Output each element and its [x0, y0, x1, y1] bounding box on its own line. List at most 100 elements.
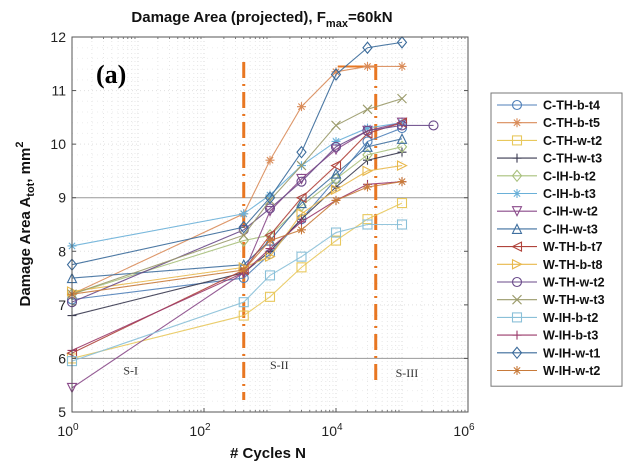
data-point [396, 140, 408, 154]
data-point [362, 214, 373, 225]
plot-frame [71, 36, 469, 413]
y-tick-label: 8 [58, 243, 66, 259]
data-point [239, 209, 249, 219]
legend-label: W-IH-b-t3 [543, 329, 598, 343]
data-point [238, 220, 249, 234]
data-point [331, 136, 341, 146]
legend-item: W-TH-b-t8 [497, 258, 602, 272]
data-point [238, 310, 249, 321]
data-point [265, 190, 275, 200]
grid [71, 36, 468, 413]
legend-item: W-IH-w-t1 [497, 346, 600, 360]
data-point [264, 291, 276, 302]
legend-marker [511, 206, 523, 217]
series-line [71, 41, 403, 266]
data-point [330, 184, 342, 196]
data-point [362, 136, 373, 147]
legend-item: C-IH-b-t2 [497, 169, 596, 183]
data-point [330, 141, 342, 152]
legend-marker [511, 223, 523, 234]
legend-marker [512, 294, 522, 305]
y-tick-label: 5 [58, 404, 66, 420]
data-point [428, 120, 439, 131]
data-point [265, 195, 275, 206]
y-label-suffix: , mm [17, 148, 34, 183]
data-point [264, 270, 276, 281]
x-tick-label: 100 [57, 422, 79, 439]
data-point [238, 230, 249, 241]
legend-item: W-IH-b-t3 [497, 329, 598, 343]
axis-ticks: 5 6 7 8 9 10 11 12 100 102 104 106 [50, 29, 475, 439]
legend-marker [512, 118, 522, 128]
legend-label: W-TH-w-t3 [543, 293, 605, 307]
y-tick-label: 11 [51, 83, 66, 99]
y-tick-label: 10 [50, 136, 66, 152]
legend-marker [511, 169, 523, 183]
series-w-th-w-t3 [67, 93, 407, 300]
data-point [396, 219, 408, 230]
data-point [296, 176, 307, 187]
data-point [331, 67, 341, 77]
data-point [330, 235, 342, 246]
series-line [71, 202, 403, 359]
data-point [264, 251, 276, 263]
legend-item: C-IH-w-t3 [497, 222, 598, 236]
legend-label: C-TH-b-t5 [543, 116, 600, 130]
y-label-main: Damage Area A [17, 197, 34, 307]
title-main: Damage Area (projected), F [131, 9, 326, 26]
legend-label: C-TH-b-t4 [543, 99, 600, 113]
legend-item: W-TH-w-t3 [497, 293, 605, 307]
data-point [296, 262, 307, 273]
legend-marker [511, 241, 523, 252]
data-point [362, 182, 372, 192]
series-c-th-w-t2 [66, 198, 408, 364]
data-point [396, 133, 408, 144]
data-point [397, 61, 407, 71]
x-axis-label: # Cycles N [230, 445, 306, 462]
legend-marker [511, 258, 523, 270]
legend-label: W-IH-w-t2 [543, 364, 600, 378]
data-point [362, 125, 373, 136]
data-point [296, 208, 308, 220]
y-label-subscript: tot [25, 182, 37, 196]
legend-marker [512, 189, 522, 198]
legend-item: C-TH-w-t3 [497, 152, 602, 166]
data-point [296, 251, 307, 262]
data-point [330, 172, 342, 186]
data-point [362, 123, 372, 133]
data-point [239, 265, 249, 275]
legend-marker [511, 135, 523, 146]
data-point [397, 177, 407, 187]
data-point [264, 191, 276, 205]
legend-marker [512, 153, 522, 163]
data-point [396, 117, 408, 129]
series-line [71, 146, 403, 295]
data-point [362, 41, 373, 55]
y-tick-label: 9 [58, 190, 66, 206]
data-point [330, 160, 342, 171]
series-layer [66, 35, 439, 394]
data-point [296, 145, 307, 159]
data-point [265, 155, 275, 165]
data-point [396, 160, 408, 171]
data-point [396, 120, 408, 131]
legend-label: C-TH-w-t3 [543, 152, 602, 166]
data-point [396, 198, 408, 209]
y-label-superscript: 2 [14, 142, 26, 148]
legend-item: C-TH-w-t2 [497, 134, 602, 148]
series-w-ih-b-t3 [67, 177, 407, 355]
legend-item: W-IH-b-t2 [497, 311, 598, 325]
data-point [362, 148, 373, 162]
legend-marker [511, 99, 523, 111]
stage-label: S-II [270, 358, 289, 372]
stage-labels: S-I S-II S-III [123, 358, 418, 380]
series-c-ih-w-t2 [66, 117, 408, 394]
legend-label: W-TH-b-t7 [543, 240, 602, 254]
legend-marker [511, 276, 523, 288]
chart-title: Damage Area (projected), Fmax=60kN [131, 9, 392, 30]
legend-label: W-IH-w-t1 [543, 346, 600, 360]
svg-text:Damage Area (projected), Fmax=: Damage Area (projected), Fmax=60kN [131, 9, 392, 30]
title-suffix: =60kN [348, 9, 393, 26]
data-point [296, 225, 306, 235]
